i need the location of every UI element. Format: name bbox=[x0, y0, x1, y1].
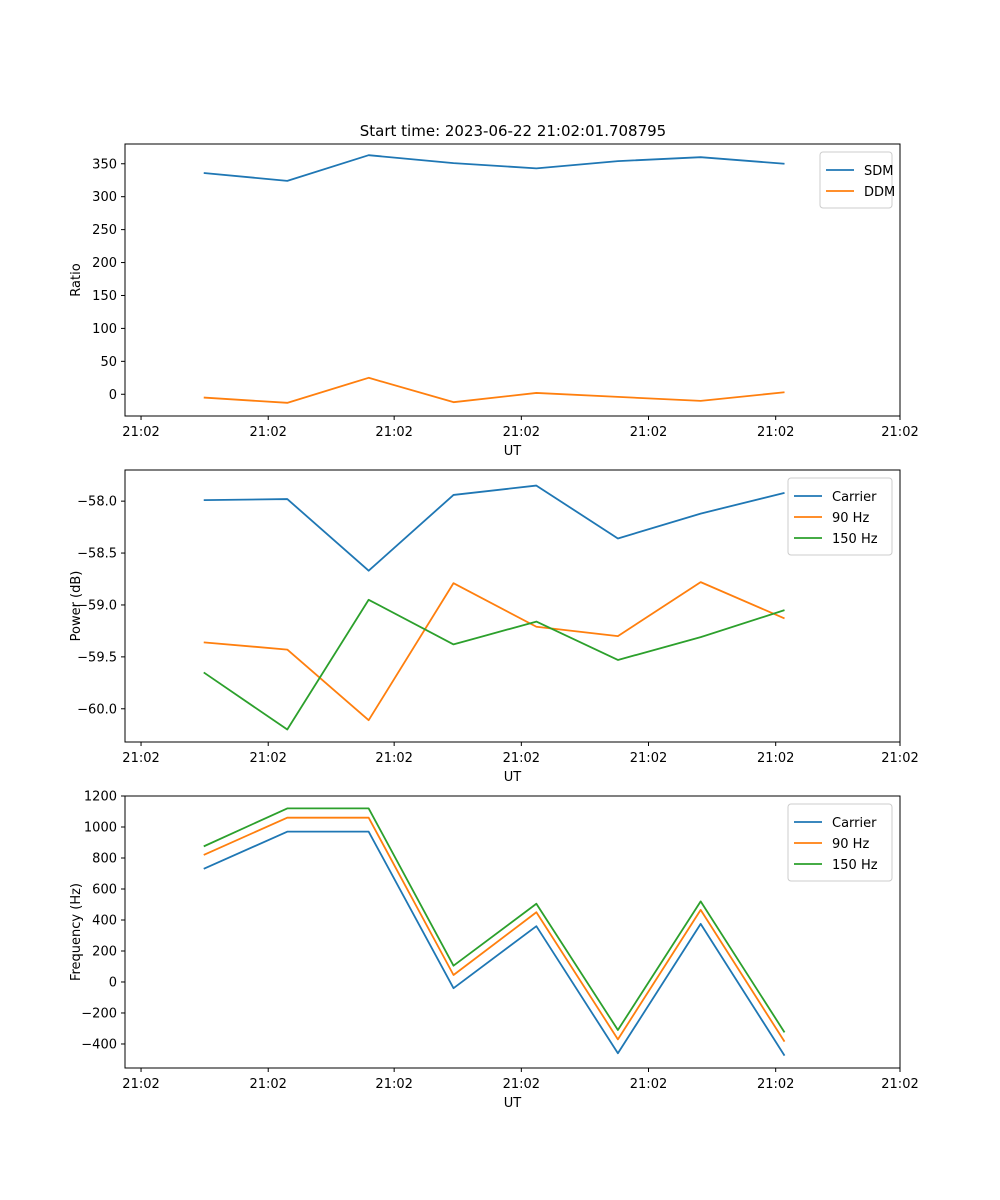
legend-box bbox=[787, 477, 893, 556]
x-tick-label: 21:02 bbox=[503, 425, 540, 440]
legend-label: 90 Hz bbox=[832, 837, 869, 852]
x-tick-label: 21:02 bbox=[375, 1077, 412, 1092]
x-tick-label: 21:02 bbox=[249, 751, 286, 766]
y-tick-label: −60.0 bbox=[77, 702, 117, 717]
legend: Carrier 90 Hz 150 Hz bbox=[787, 803, 893, 882]
legend: SDM DDM bbox=[819, 151, 895, 209]
x-tick-label: 21:02 bbox=[375, 425, 412, 440]
x-tick-label: 21:02 bbox=[757, 751, 794, 766]
legend-label: 150 Hz bbox=[832, 858, 878, 873]
legend-box bbox=[787, 803, 893, 882]
x-tick-label: 21:02 bbox=[503, 1077, 540, 1092]
figure-title: Start time: 2023-06-22 21:02:01.708795 bbox=[360, 122, 666, 140]
x-tick-label: 21:02 bbox=[630, 751, 667, 766]
x-tick-label: 21:02 bbox=[249, 425, 286, 440]
y-tick-label: 250 bbox=[92, 223, 117, 238]
axes-frame bbox=[124, 795, 901, 1069]
y-tick-label: 0 bbox=[109, 975, 117, 990]
y-tick-label: 200 bbox=[92, 256, 117, 271]
series-line-carrier bbox=[203, 830, 786, 1057]
y-tick-label: 400 bbox=[92, 913, 117, 928]
axes-frame bbox=[124, 143, 901, 417]
y-tick-label: −200 bbox=[81, 1006, 117, 1021]
y-tick-label: −58.0 bbox=[77, 495, 117, 510]
y-tick-label: 150 bbox=[92, 289, 117, 304]
x-tick-label: 21:02 bbox=[122, 751, 159, 766]
y-tick-label: 0 bbox=[109, 388, 117, 403]
x-tick-label: 21:02 bbox=[757, 425, 794, 440]
legend-box bbox=[819, 151, 893, 209]
legend-label: Carrier bbox=[832, 490, 877, 505]
y-tick-label: −400 bbox=[81, 1037, 117, 1052]
legend-label: 90 Hz bbox=[832, 511, 869, 526]
y-tick-label: 600 bbox=[92, 882, 117, 897]
series-line-150-hz bbox=[203, 598, 785, 731]
y-tick-label: −59.0 bbox=[77, 598, 117, 613]
y-axis-label: Power (dB) bbox=[69, 571, 84, 642]
x-axis-label: UT bbox=[504, 770, 522, 785]
subplot-2: 21:02 21:02 21:02 21:02 21:02 21:02 21:02 −60.0… bbox=[69, 469, 919, 785]
series-line-150-hz bbox=[203, 807, 786, 1033]
x-tick-label: 21:02 bbox=[122, 425, 159, 440]
subplot-1: 21:02 21:02 21:02 21:02 21:02 21:02 21:02 0 50 10… bbox=[69, 143, 919, 459]
y-tick-label: −59.5 bbox=[77, 650, 117, 665]
axes-frame bbox=[124, 469, 901, 743]
y-tick-label: 100 bbox=[92, 322, 117, 337]
series-line-90-hz bbox=[203, 816, 786, 1043]
x-tick-label: 21:02 bbox=[881, 751, 918, 766]
x-axis-label: UT bbox=[504, 1096, 522, 1111]
y-axis-label: Frequency (Hz) bbox=[69, 883, 84, 981]
y-tick-label: 1000 bbox=[84, 820, 117, 835]
series-line-90-hz bbox=[203, 581, 785, 722]
legend-label: 150 Hz bbox=[832, 532, 878, 547]
legend-label: DDM bbox=[864, 185, 895, 200]
y-tick-label: 200 bbox=[92, 944, 117, 959]
x-tick-label: 21:02 bbox=[881, 425, 918, 440]
x-tick-label: 21:02 bbox=[375, 751, 412, 766]
x-tick-label: 21:02 bbox=[757, 1077, 794, 1092]
series-line-carrier bbox=[203, 484, 785, 572]
y-tick-label: 800 bbox=[92, 851, 117, 866]
series-line-sdm bbox=[203, 154, 785, 182]
y-tick-label: 350 bbox=[92, 157, 117, 172]
x-tick-label: 21:02 bbox=[503, 751, 540, 766]
legend-label: Carrier bbox=[832, 816, 877, 831]
x-tick-label: 21:02 bbox=[122, 1077, 159, 1092]
x-tick-label: 21:02 bbox=[881, 1077, 918, 1092]
series-line-ddm bbox=[203, 376, 785, 404]
y-tick-label: 50 bbox=[100, 355, 117, 370]
x-tick-label: 21:02 bbox=[630, 425, 667, 440]
y-tick-label: −58.5 bbox=[77, 547, 117, 562]
legend-label: SDM bbox=[864, 164, 893, 179]
x-tick-label: 21:02 bbox=[630, 1077, 667, 1092]
subplots: 21:02 21:02 21:02 21:02 21:02 21:02 21:02 0 50 10… bbox=[69, 143, 919, 1112]
x-axis-label: UT bbox=[504, 444, 522, 459]
y-tick-label: 300 bbox=[92, 190, 117, 205]
legend: Carrier 90 Hz 150 Hz bbox=[787, 477, 893, 556]
subplot-3: 21:02 21:02 21:02 21:02 21:02 21:02 21:02 −400 −… bbox=[69, 790, 919, 1112]
y-axis-label: Ratio bbox=[69, 263, 84, 296]
y-tick-label: 1200 bbox=[84, 790, 117, 805]
x-tick-label: 21:02 bbox=[249, 1077, 286, 1092]
